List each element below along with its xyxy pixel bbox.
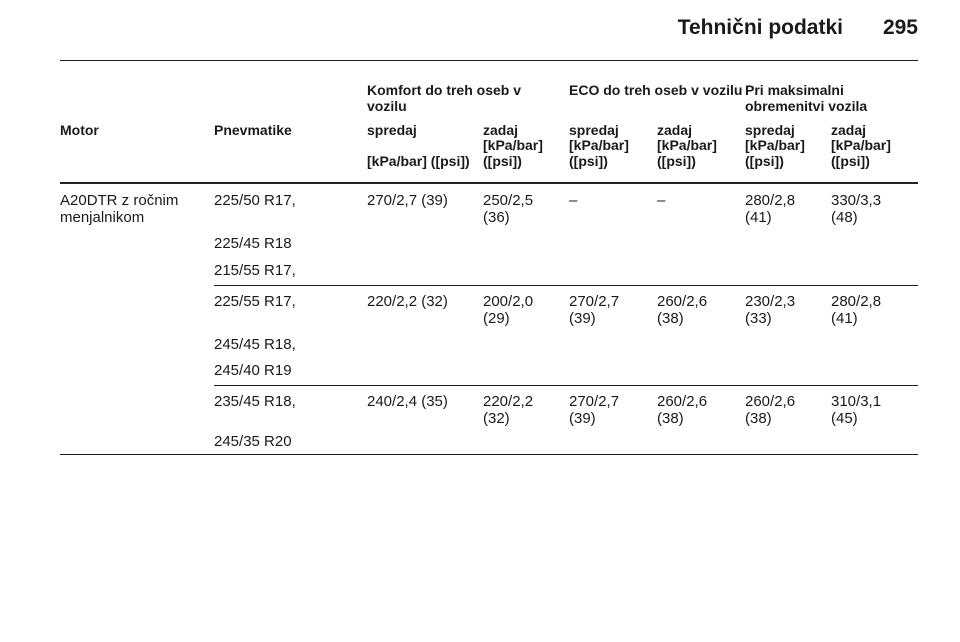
tyre-size: 225/45 R18: [214, 235, 292, 252]
pressure-value: 270/2,7 (39): [367, 192, 448, 209]
group-header: Komfort do treh oseb v vozilu: [367, 82, 522, 114]
pressure-value: 250/2,5 (36): [483, 192, 534, 226]
pressure-value: 330/3,3 (48): [831, 192, 882, 226]
pressure-value: 270/2,7 (39): [569, 393, 620, 427]
tyre-size: 225/50 R17,: [214, 192, 296, 209]
pressure-value: 270/2,7 (39): [569, 293, 620, 327]
column-header: zadaj: [657, 122, 693, 138]
column-header: Motor: [60, 122, 99, 138]
row-rule: [214, 385, 918, 386]
unit-header: [kPa/bar] ([psi]): [657, 137, 717, 169]
section-title: Tehnični podatki: [677, 16, 843, 39]
pressure-value: –: [569, 192, 578, 209]
row-rule: [60, 454, 918, 455]
column-header: zadaj: [483, 122, 519, 138]
header-rule: [60, 60, 918, 61]
pressure-value: –: [657, 192, 666, 209]
tyre-size: 245/35 R20: [214, 433, 292, 450]
tyre-size: 245/45 R18,: [214, 336, 296, 353]
pressure-value: 240/2,4 (35): [367, 393, 448, 410]
pressure-value: 310/3,1 (45): [831, 393, 882, 427]
tyre-size: 235/45 R18,: [214, 393, 296, 410]
pressure-value: 220/2,2 (32): [483, 393, 534, 427]
group-header: ECO do treh oseb v vozilu: [569, 82, 743, 98]
pressure-value: 200/2,0 (29): [483, 293, 534, 327]
page-number: 295: [882, 16, 918, 39]
column-header: zadaj: [831, 122, 867, 138]
table-header-rule: [60, 182, 918, 184]
tyre-size: 215/55 R17,: [214, 262, 296, 279]
column-header: spredaj: [367, 122, 417, 138]
unit-header: [kPa/bar] ([psi]): [483, 137, 543, 169]
column-header: spredaj: [569, 122, 619, 138]
pressure-value: 260/2,6 (38): [657, 293, 708, 327]
unit-header: [kPa/bar] ([psi]): [367, 153, 470, 169]
tyre-size: 245/40 R19: [214, 362, 292, 379]
unit-header: [kPa/bar] ([psi]): [831, 137, 891, 169]
unit-header: [kPa/bar] ([psi]): [569, 137, 629, 169]
pressure-value: 260/2,6 (38): [745, 393, 796, 427]
row-rule: [214, 285, 918, 286]
pressure-value: 280/2,8 (41): [745, 192, 796, 226]
tyre-size: 225/55 R17,: [214, 293, 296, 310]
motor: A20DTR z ročnim menjalnikom: [60, 192, 179, 226]
pressure-value: 260/2,6 (38): [657, 393, 708, 427]
column-header: Pnevmatike: [214, 122, 292, 138]
unit-header: [kPa/bar] ([psi]): [745, 137, 805, 169]
pressure-value: 230/2,3 (33): [745, 293, 796, 327]
column-header: spredaj: [745, 122, 795, 138]
pressure-value: 280/2,8 (41): [831, 293, 882, 327]
pressure-value: 220/2,2 (32): [367, 293, 448, 310]
group-header: Pri maksimalni obremenitvi vozila: [745, 82, 868, 114]
